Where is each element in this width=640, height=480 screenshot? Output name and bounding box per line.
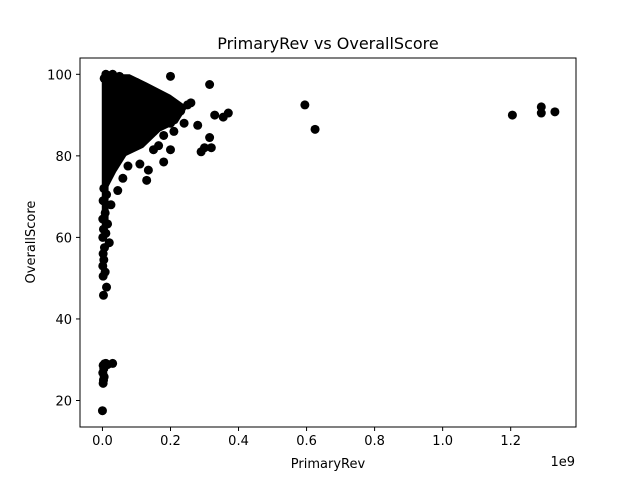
x-tick-label: 0.0 [92,434,113,449]
scatter-point [210,110,220,120]
scatter-point [106,200,116,210]
scatter-point [143,165,153,175]
scatter-point [104,238,114,248]
scatter-point [128,135,138,145]
x-tick-label: 0.2 [160,434,181,449]
scatter-point [310,124,320,134]
dense-point-cluster [102,74,188,189]
scatter-point [200,143,210,153]
scatter-point [108,69,118,79]
scatter-point [159,130,169,140]
y-axis: 20 40 60 80 100 [47,68,80,409]
scatter-point [100,208,110,218]
scatter-point [176,106,186,116]
scatter-point [118,173,128,183]
scatter-point [183,100,193,110]
scatter-point [300,100,310,110]
x-tick-label: 1.2 [500,434,521,449]
scatter-point [536,108,546,118]
scatter-point [103,360,113,370]
scatter-point [148,126,158,136]
scatter-point [142,175,152,185]
scatter-point [145,100,155,110]
scatter-point [152,90,162,100]
chart-title: PrimaryRev vs OverallScore [217,34,439,53]
plot-frame [79,57,577,428]
y-tick-label: 100 [47,68,72,83]
scatter-point [165,145,175,155]
scatter-point [169,126,179,136]
scatter-point [159,157,169,167]
plot-area [97,69,560,416]
x-tick-label: 0.6 [296,434,317,449]
scatter-point [138,86,148,96]
scatter-point [206,143,216,153]
scatter-point [162,110,172,120]
scatter-point [114,71,124,81]
y-tick-label: 20 [55,394,72,409]
scatter-point [131,77,141,87]
scatter-point [121,143,131,153]
scatter-point [205,80,215,90]
x-axis: 0.0 0.2 0.4 0.6 0.8 1.0 1.2 [92,427,521,449]
x-offset-label: 1e9 [550,455,575,470]
scatter-point [125,82,135,92]
scatter-point [99,73,109,83]
scatter-point [154,141,164,151]
x-tick-label: 0.4 [228,434,249,449]
scatter-point [98,290,108,300]
y-tick-label: 60 [55,231,72,246]
scatter-point [97,406,107,416]
y-tick-label: 80 [55,150,72,165]
scatter-point [507,110,517,120]
x-tick-label: 1.0 [432,434,453,449]
scatter-point [102,282,112,292]
scatter-point [550,107,560,117]
scatter-point [165,118,175,128]
scatter-point [165,71,175,81]
scatter-point [99,183,109,193]
scatter-point [223,108,233,118]
scatter-point [179,118,189,128]
scatter-point [205,133,215,143]
scatter-point [113,186,123,196]
scatter-point [123,161,133,171]
x-tick-label: 0.8 [364,434,385,449]
scatter-point [135,159,145,169]
x-axis-label: PrimaryRev [291,457,366,472]
scatter-point [193,120,203,130]
y-tick-label: 40 [55,313,72,328]
y-axis-label: OverallScore [24,201,39,284]
